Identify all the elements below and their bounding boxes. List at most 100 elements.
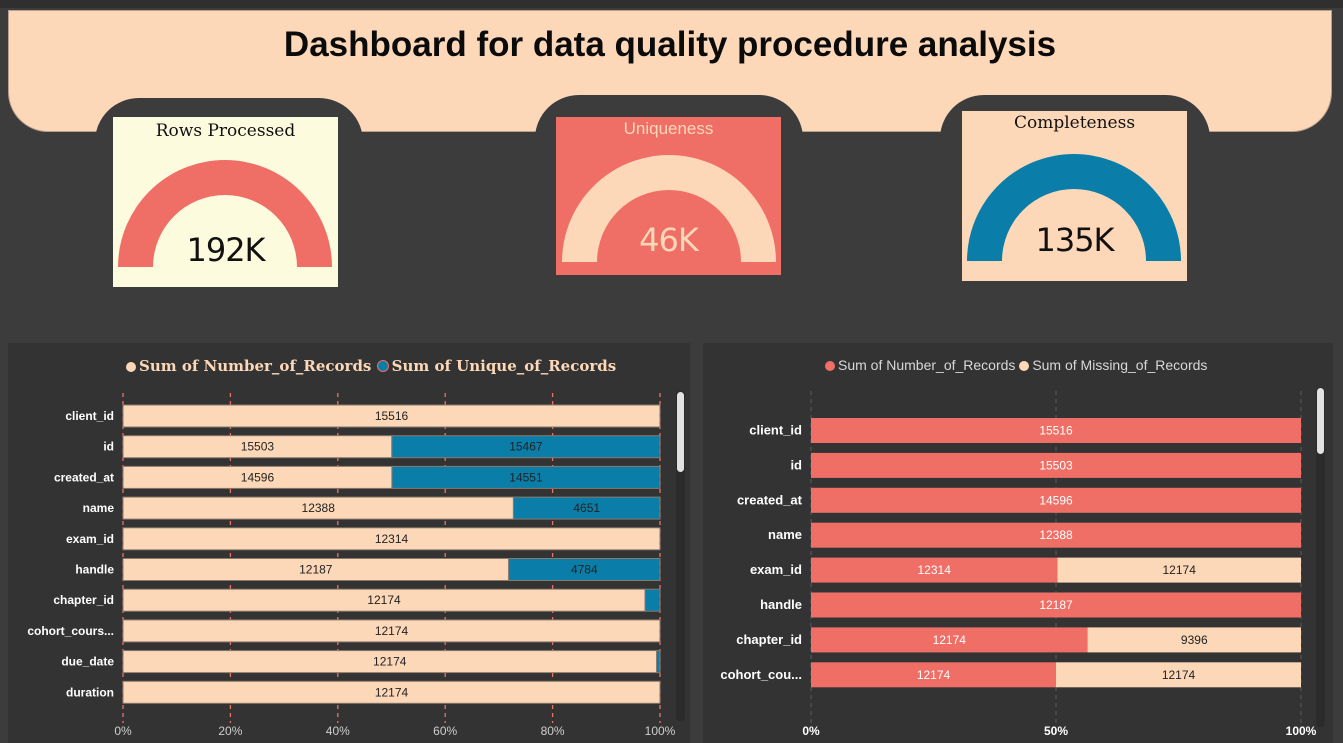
chart-legend: Sum of Number_of_Records Sum of Missing_… — [825, 357, 1207, 373]
legend-item[interactable]: Sum of Number_of_Records — [126, 357, 371, 375]
data-label: 12174 — [917, 668, 951, 682]
kpi-title: Completeness — [1013, 113, 1136, 133]
category-label: chapter_id — [53, 593, 114, 607]
category-label: cohort_cours... — [27, 624, 114, 638]
category-label: name — [768, 527, 802, 542]
x-tick-label: 50% — [1044, 724, 1068, 738]
bar-segment — [1087, 627, 1301, 653]
data-label: 12174 — [375, 624, 409, 638]
bar-segment — [391, 465, 661, 489]
data-label: 15503 — [241, 440, 275, 454]
data-label: 12388 — [302, 501, 336, 515]
data-label: 12174 — [933, 633, 967, 647]
bar-segment — [1056, 662, 1301, 688]
data-label: 15467 — [509, 440, 543, 454]
gauge — [562, 155, 776, 262]
legend-item[interactable]: Sum of Unique_of_Records — [376, 357, 617, 375]
bar-segment — [122, 527, 661, 551]
data-label: 15516 — [1039, 424, 1073, 438]
gauge — [118, 160, 332, 267]
data-label: 14551 — [509, 470, 543, 484]
x-tick-label: 100% — [645, 724, 676, 738]
data-label: 12187 — [1039, 598, 1073, 612]
data-label: 15503 — [1039, 458, 1073, 472]
chart-legend: Sum of Number_of_Records Sum of Unique_o… — [126, 357, 616, 375]
category-label: id — [103, 440, 114, 454]
category-label: created_at — [54, 470, 114, 484]
kpi-rows-processed[interactable]: Rows Processed 192K — [113, 117, 338, 287]
kpi-uniqueness[interactable]: Uniqueness 46K — [556, 117, 781, 275]
bar-segment — [122, 680, 661, 704]
x-tick-label: 0% — [114, 724, 132, 738]
category-label: handle — [75, 563, 114, 577]
legend-label: Sum of Missing_of_Records — [1032, 357, 1208, 373]
bar-segment — [811, 627, 1088, 653]
bar-segment — [644, 588, 661, 612]
scrollbar[interactable] — [1316, 387, 1325, 727]
bar-segment — [811, 522, 1301, 548]
legend-dot — [1019, 361, 1030, 371]
category-label: due_date — [61, 655, 114, 669]
bar-segment — [811, 592, 1301, 618]
x-tick-label: 100% — [1286, 724, 1317, 738]
uniqueness-chart-panel: Sum of Number_of_Records Sum of Unique_o… — [8, 343, 690, 743]
data-label: 15516 — [375, 409, 409, 423]
scrollbar-thumb[interactable] — [1317, 388, 1324, 454]
category-label: handle — [760, 597, 802, 612]
bar-segment — [811, 487, 1301, 513]
legend-dot — [825, 361, 835, 371]
x-tick-label: 40% — [326, 724, 350, 738]
data-label: 12174 — [375, 685, 409, 699]
kpi-value: 46K — [639, 221, 699, 259]
bar-segment — [508, 558, 661, 581]
category-label: exam_id — [66, 532, 114, 546]
kpi-value: 135K — [1035, 221, 1114, 259]
scrollbar[interactable] — [676, 391, 685, 721]
bar-segment — [391, 435, 661, 459]
data-label: 12174 — [367, 593, 401, 607]
x-tick-label: 80% — [541, 724, 565, 738]
category-label: client_id — [749, 423, 802, 438]
stacked-bar-chart: 0% 50% 100% client_id 15516 id 15503 created_at… — [720, 391, 1317, 738]
bar-segment — [655, 650, 661, 674]
category-label: id — [790, 457, 802, 472]
data-label: 12174 — [373, 655, 407, 669]
bar-segment — [811, 452, 1301, 478]
data-label: 12174 — [1163, 563, 1197, 577]
kpi-value: 192K — [186, 231, 265, 269]
kpi-title: Rows Processed — [155, 121, 296, 141]
data-label: 12314 — [918, 563, 952, 577]
legend-item[interactable]: Sum of Missing_of_Records — [1019, 357, 1207, 373]
data-label: 12314 — [375, 532, 409, 546]
kpi-completeness[interactable]: Completeness 135K — [962, 111, 1187, 281]
page-title: Dashboard for data quality procedure ana… — [283, 25, 1057, 64]
gauge — [967, 154, 1181, 261]
legend-item[interactable]: Sum of Number_of_Records — [825, 357, 1015, 373]
legend-dot — [376, 360, 389, 372]
stacked-bar-chart: 0% 20% 40% 60% 80% 100% client_id 15516 id 15503 1… — [27, 393, 676, 738]
data-label: 9396 — [1181, 633, 1208, 647]
data-label: 12187 — [299, 563, 333, 577]
bar-segment — [811, 418, 1301, 443]
legend-label: Sum of Unique_of_Records — [391, 357, 617, 375]
bar-segment — [811, 662, 1056, 688]
data-label: 4784 — [571, 563, 598, 577]
data-label: 4651 — [573, 501, 600, 515]
bar-segment — [512, 496, 661, 520]
scrollbar-thumb[interactable] — [677, 392, 684, 472]
bar-segment — [122, 619, 661, 643]
x-tick-label: 20% — [218, 724, 242, 738]
bar-segment — [811, 557, 1058, 583]
bar-segment — [122, 404, 661, 428]
category-label: client_id — [65, 409, 114, 423]
category-label: cohort_cou... — [720, 667, 802, 682]
category-label: exam_id — [750, 562, 802, 577]
category-label: name — [83, 501, 115, 515]
window-frame — [0, 0, 1343, 8]
bar-segment — [1057, 557, 1301, 583]
x-tick-label: 0% — [802, 724, 820, 738]
kpi-title: Uniqueness — [623, 119, 714, 138]
legend-label: Sum of Number_of_Records — [139, 357, 372, 375]
legend-dot — [126, 362, 136, 372]
data-label: 12174 — [1162, 668, 1196, 682]
